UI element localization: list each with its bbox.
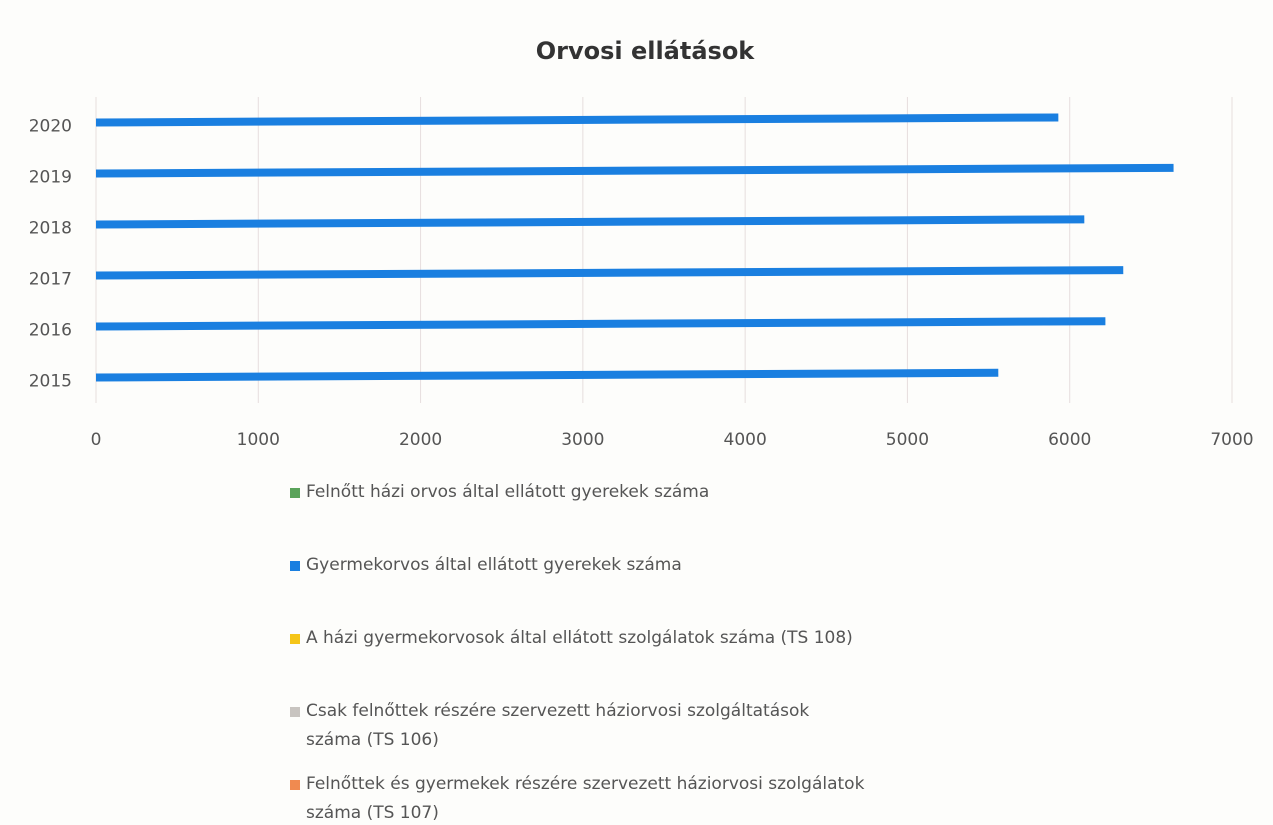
legend-swatch [290,780,300,790]
bar [95,163,1174,178]
x-tick-label: 7000 [1210,430,1253,450]
legend-swatch [290,561,300,571]
x-tick-label: 3000 [561,430,604,450]
legend-swatch [290,488,300,498]
legend-label: Csak felnőttek részére szervezett házior… [306,701,810,750]
y-tick-label: 2019 [29,168,72,188]
y-tick-label: 2017 [29,270,72,290]
bar [95,215,1085,229]
legend-label: A házi gyermekorvosok által ellátott szo… [306,628,853,648]
bar [95,368,999,382]
x-tick-label: 1000 [237,430,280,450]
bar [95,266,1124,280]
x-tick-label: 2000 [399,430,442,450]
chart: Orvosi ellátások 0 1000 2000 3000 4000 5000 60… [29,37,1254,450]
legend-entry: Gyermekorvos által ellátott gyerekek szá… [290,551,1030,624]
legend-label: Felnőttek és gyermekek részére szervezet… [306,774,865,823]
y-tick-label: 2015 [29,372,72,392]
legend-entry: Felnőtt házi orvos által ellátott gyerek… [290,478,1030,551]
bar [95,113,1059,127]
x-tick-label: 4000 [724,430,767,450]
y-tick-label: 2018 [29,219,72,239]
legend-label: Felnőtt házi orvos által ellátott gyerek… [306,482,710,502]
x-tick-label: 0 [91,430,102,450]
legend: Felnőtt házi orvos által ellátott gyerek… [290,478,1030,825]
x-tick-label: 6000 [1048,430,1091,450]
chart-title: Orvosi ellátások [536,37,756,65]
legend-entry: Felnőttek és gyermekek részére szervezet… [290,770,1030,825]
legend-label: Gyermekorvos által ellátott gyerekek szá… [306,555,682,575]
legend-entry: Csak felnőttek részére szervezett házior… [290,697,1030,770]
y-tick-label: 2020 [29,117,72,137]
y-tick-label: 2016 [29,321,72,341]
legend-swatch [290,634,300,644]
x-tick-label: 5000 [886,430,929,450]
legend-swatch [290,707,300,717]
bar [95,317,1106,331]
legend-entry: A házi gyermekorvosok által ellátott szo… [290,624,1030,697]
